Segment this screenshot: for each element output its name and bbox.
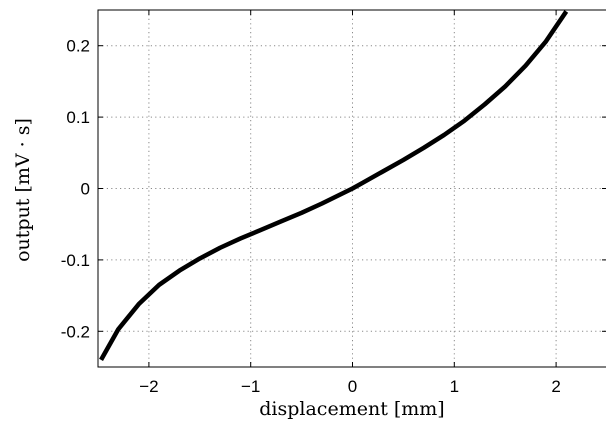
x-tick-label: 1 — [450, 377, 459, 396]
x-tick-label: −2 — [139, 377, 158, 396]
y-tick-label: -0.2 — [61, 322, 90, 341]
x-tick-label: 2 — [551, 377, 560, 396]
x-axis-label: displacement [mm] — [259, 398, 444, 420]
y-tick-label: 0 — [81, 180, 90, 199]
y-tick-label: 0.2 — [66, 37, 90, 56]
series-line — [99, 10, 569, 361]
y-axis-label: output [mV · s] — [12, 118, 34, 262]
y-tick-label: -0.1 — [61, 251, 90, 270]
ticks — [98, 10, 606, 367]
y-tick-label: 0.1 — [66, 108, 90, 127]
tick-labels: −2 −1 0 1 2 -0.2 -0.1 0 0.1 0.2 — [61, 37, 561, 396]
x-tick-label: −1 — [241, 377, 260, 396]
x-tick-label: 0 — [348, 377, 357, 396]
